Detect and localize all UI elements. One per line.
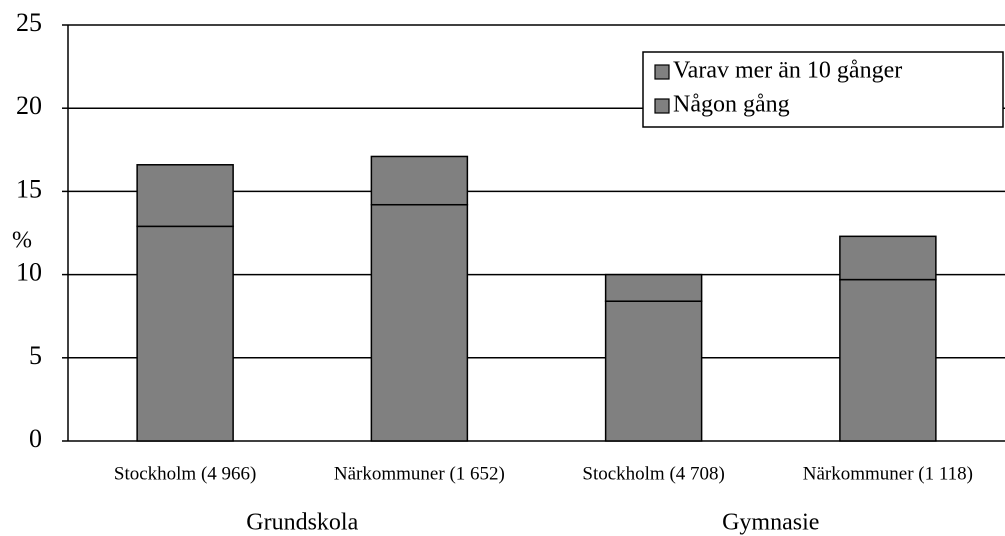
y-tick-label: 10 <box>16 258 42 287</box>
bar-segment <box>839 278 937 442</box>
x-tick-label: Stockholm (4 966) <box>114 463 257 484</box>
x-tick-label: Närkommuner (1 652) <box>334 463 505 484</box>
x-tick-label: Närkommuner (1 118) <box>803 463 973 484</box>
bar-segment <box>370 203 469 442</box>
group-label: Gymnasie <box>722 510 819 536</box>
bar-segment <box>136 225 234 442</box>
legend-swatch <box>654 64 670 80</box>
legend-label: Någon gång <box>673 92 790 118</box>
y-tick-label: 15 <box>16 174 42 203</box>
y-axis-label: % <box>12 228 32 254</box>
bar-segment <box>604 300 703 442</box>
legend-label: Varav mer än 10 gånger <box>673 58 902 84</box>
group-label: Grundskola <box>246 510 358 536</box>
y-tick-label: 25 <box>16 8 42 37</box>
y-tick-label: 5 <box>29 341 42 370</box>
legend-box <box>642 51 1004 128</box>
x-tick-label: Stockholm (4 708) <box>582 463 725 484</box>
bar-segment <box>839 235 937 281</box>
y-tick-label: 0 <box>29 424 42 453</box>
bar-segment <box>370 155 469 206</box>
bar-segment <box>136 164 234 228</box>
legend-swatch <box>654 98 670 114</box>
y-tick-label: 20 <box>16 91 42 120</box>
bar-segment <box>604 273 703 302</box>
